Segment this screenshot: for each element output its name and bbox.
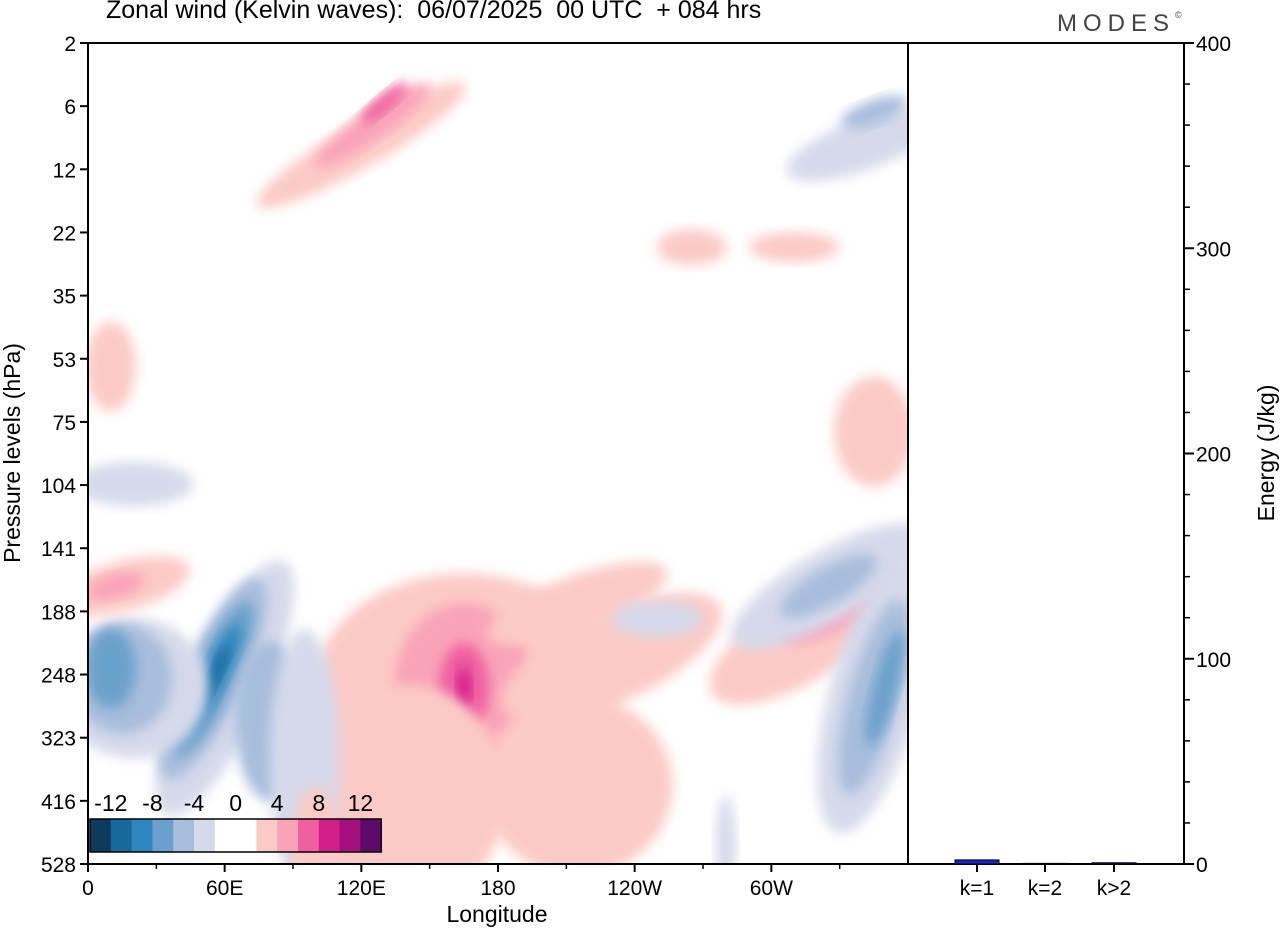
- heatmap-field: [88, 82, 908, 864]
- wind-anomaly-region: [360, 82, 408, 123]
- wind-anomaly-region: [779, 554, 877, 618]
- colorbar-swatch: [277, 819, 299, 852]
- brand-logo: MODES©: [1057, 10, 1182, 38]
- colorbar-swatch: [298, 819, 320, 852]
- colorbar-swatch: [256, 819, 278, 852]
- wind-anomaly-region: [612, 601, 703, 638]
- energy-tick-label: 400: [1196, 33, 1231, 56]
- y-tick-label: 141: [41, 538, 76, 561]
- wind-anomaly-region: [88, 462, 194, 507]
- colorbar-label: -12: [94, 790, 127, 816]
- wind-anomaly-region: [314, 83, 431, 168]
- colorbar-label: 0: [229, 790, 242, 816]
- x-tick-label: 120W: [607, 877, 662, 900]
- y-tick-label: 53: [53, 349, 76, 372]
- wind-anomaly-region: [482, 695, 673, 864]
- bar-category-label: k=1: [960, 877, 994, 900]
- colorbar-swatch: [339, 819, 361, 852]
- colorbar-swatch: [110, 819, 132, 852]
- wind-anomaly-region: [456, 666, 471, 711]
- colorbar-swatch: [194, 819, 216, 852]
- colorbar-swatch: [173, 819, 195, 852]
- chart-title: Zonal wind (Kelvin waves): 06/07/2025 00…: [106, 0, 762, 24]
- y-tick-label: 2: [64, 33, 76, 56]
- colorbar-swatch: [214, 819, 236, 852]
- colorbar: -12 -8 -4 0 4 8 12: [89, 790, 382, 853]
- x-axis-label: Longitude: [446, 901, 547, 927]
- energy-bar: [1091, 862, 1137, 865]
- y-tick-label: 528: [41, 854, 76, 877]
- colorbar-swatch: [90, 819, 112, 852]
- wind-anomaly-region: [88, 628, 136, 709]
- energy-axis-label: Energy (J/kg): [1253, 385, 1279, 522]
- colorbar-label: 4: [271, 790, 284, 816]
- x-tick-label: 0: [82, 877, 94, 900]
- wind-anomaly-region: [88, 321, 136, 412]
- colorbar-swatch: [235, 819, 257, 852]
- x-tick-label: 60W: [750, 877, 793, 900]
- bar-category-label: k>2: [1097, 877, 1131, 900]
- energy-bar-chart: 0 100 200 300 400 k=1 k=2 k>2: [907, 33, 1231, 900]
- colorbar-label: -4: [184, 790, 205, 816]
- y-tick-label: 248: [41, 665, 76, 688]
- x-tick-label: 120E: [337, 877, 386, 900]
- wind-anomaly-region: [786, 108, 908, 182]
- bar-category-label: k=2: [1028, 877, 1062, 900]
- y-tick-label: 6: [64, 96, 76, 119]
- wind-anomaly-region: [88, 572, 145, 601]
- wind-anomaly-region: [715, 794, 736, 864]
- wind-anomaly-region: [833, 376, 908, 487]
- colorbar-frame: [89, 818, 382, 853]
- y-tick-label: 35: [53, 286, 76, 309]
- wind-anomaly-region: [749, 232, 840, 263]
- brand-text: MODES: [1057, 10, 1176, 37]
- y-tick-label: 188: [41, 601, 76, 624]
- energy-tick-label: 100: [1196, 649, 1231, 672]
- wind-anomaly-region: [487, 561, 668, 646]
- colorbar-swatch: [152, 819, 174, 852]
- energy-bar: [954, 859, 1000, 865]
- y-tick-label: 104: [41, 475, 76, 498]
- bar-frame: [907, 42, 1185, 865]
- energy-tick-label: 200: [1196, 444, 1231, 467]
- colorbar-swatch: [131, 819, 153, 852]
- y-tick-label: 12: [53, 159, 76, 182]
- bars: k=1 k=2 k>2: [954, 859, 1137, 900]
- heatmap-plot: [88, 43, 908, 864]
- y-axis-label: Pressure levels (hPa): [0, 343, 25, 563]
- x-tick-label: 60E: [206, 877, 243, 900]
- x-tick-label: 180: [480, 877, 515, 900]
- energy-tick-label: 300: [1196, 238, 1231, 261]
- y-tick-label: 416: [41, 791, 76, 814]
- brand-mark: ©: [1175, 10, 1182, 20]
- wind-anomaly-region: [865, 630, 905, 747]
- energy-tick-label: 0: [1196, 854, 1208, 877]
- colorbar-label: 8: [312, 790, 325, 816]
- wind-anomaly-region: [840, 95, 907, 129]
- y-tick-label: 22: [53, 222, 76, 245]
- colorbar-swatch: [318, 819, 340, 852]
- colorbar-label: 12: [348, 790, 374, 816]
- y-tick-label: 75: [53, 412, 76, 435]
- wind-anomaly-region: [656, 229, 727, 266]
- colorbar-swatch: [360, 819, 382, 852]
- y-tick-label: 323: [41, 728, 76, 751]
- bar-axes: 0 100 200 300 400: [1184, 33, 1231, 877]
- colorbar-label: -8: [142, 790, 162, 816]
